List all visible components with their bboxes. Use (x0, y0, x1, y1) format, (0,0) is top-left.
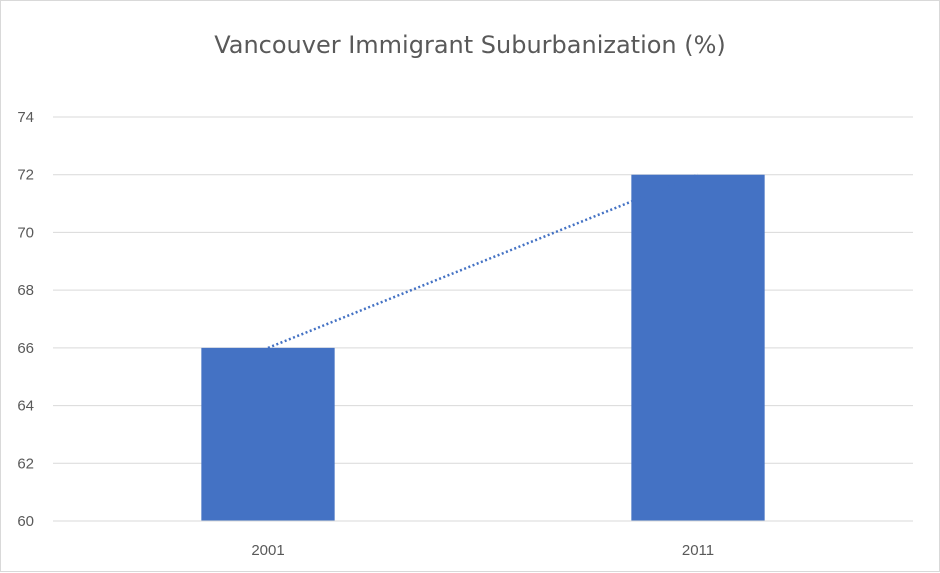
y-tick-label: 72 (17, 167, 34, 184)
trendline (267, 173, 699, 350)
y-tick-label: 66 (17, 340, 34, 357)
y-axis-ticks: 60 62 64 66 68 70 72 74 (17, 109, 34, 530)
x-tick-label: 2011 (682, 542, 714, 559)
bar-2001 (201, 347, 335, 521)
bar-2011 (631, 174, 765, 521)
y-tick-label: 70 (17, 224, 34, 241)
y-tick-label: 60 (17, 513, 34, 530)
y-tick-label: 62 (17, 455, 34, 472)
x-tick-label: 2001 (251, 542, 284, 559)
trendline-path (267, 173, 699, 350)
x-axis-ticks: 2001 2011 (251, 542, 714, 559)
y-tick-label: 68 (17, 282, 34, 299)
chart-title: Vancouver Immigrant Suburbanization (%) (214, 31, 726, 59)
bars (201, 174, 765, 521)
y-tick-label: 64 (17, 398, 34, 415)
y-tick-label: 74 (17, 109, 34, 126)
gridlines (53, 116, 913, 464)
